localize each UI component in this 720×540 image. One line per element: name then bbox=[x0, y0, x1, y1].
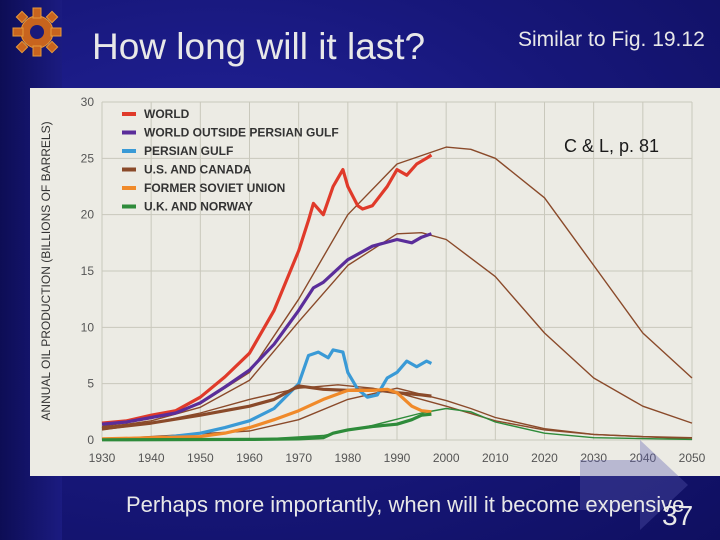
page-number: 37 bbox=[662, 500, 694, 531]
y-tick-label: 0 bbox=[87, 433, 94, 447]
x-tick-label: 1970 bbox=[285, 451, 312, 465]
legend-label: U.K. AND NORWAY bbox=[144, 200, 253, 214]
oil-production-chart: 0 5 10 15 20 25 30 1930 1940 1950 1960 1970 1980 1990… bbox=[30, 88, 720, 476]
decorative-arrow-icon bbox=[580, 440, 688, 530]
legend-label: WORLD OUTSIDE PERSIAN GULF bbox=[144, 126, 339, 140]
x-tick-label: 1980 bbox=[334, 451, 361, 465]
y-tick-label: 20 bbox=[81, 208, 95, 222]
y-tick-label: 30 bbox=[81, 95, 95, 109]
gear-icon bbox=[12, 7, 62, 57]
model-curve-line bbox=[101, 387, 693, 441]
legend-label: U.S. AND CANADA bbox=[144, 163, 252, 177]
x-tick-label: 2020 bbox=[531, 451, 558, 465]
legend-label: WORLD bbox=[144, 107, 190, 121]
series-line-world bbox=[101, 153, 433, 425]
x-tick-label: 1990 bbox=[384, 451, 411, 465]
x-tick-label: 1960 bbox=[236, 451, 263, 465]
x-tick-label: 2040 bbox=[629, 451, 656, 465]
x-tick-label: 2010 bbox=[482, 451, 509, 465]
x-tick-label: 1930 bbox=[89, 451, 116, 465]
x-tick-label: 1950 bbox=[187, 451, 214, 465]
series-line-u-s-and-canada bbox=[101, 384, 432, 431]
y-tick-label: 25 bbox=[81, 151, 95, 165]
x-tick-label: 1940 bbox=[138, 451, 165, 465]
series-line-u-k-and-norway bbox=[101, 412, 432, 442]
legend-label: PERSIAN GULF bbox=[144, 144, 233, 158]
series-line-former-soviet-union bbox=[101, 387, 432, 441]
model-curve-line bbox=[101, 231, 693, 429]
series-line-world-outside-persian-gulf bbox=[101, 232, 432, 426]
chart-annotation: C & L, p. 81 bbox=[564, 136, 659, 156]
y-tick-label: 10 bbox=[81, 320, 95, 334]
series-line-persian-gulf bbox=[101, 348, 433, 441]
x-tick-label: 2050 bbox=[679, 451, 706, 465]
chart-canvas: 0 5 10 15 20 25 30 1930 1940 1950 1960 1970 1980 1990… bbox=[39, 95, 706, 465]
slide-title: How long will it last? bbox=[92, 26, 426, 67]
y-axis-label: ANNUAL OIL PRODUCTION (BILLIONS OF BARRE… bbox=[39, 121, 53, 420]
slide-subtitle: Similar to Fig. 19.12 bbox=[518, 28, 705, 51]
x-tick-label: 2030 bbox=[580, 451, 607, 465]
legend-label: FORMER SOVIET UNION bbox=[144, 181, 285, 195]
x-tick-label: 2000 bbox=[433, 451, 460, 465]
y-tick-label: 15 bbox=[81, 264, 95, 278]
y-tick-label: 5 bbox=[87, 377, 94, 391]
bottom-caption: Perhaps more importantly, when will it b… bbox=[126, 492, 685, 517]
